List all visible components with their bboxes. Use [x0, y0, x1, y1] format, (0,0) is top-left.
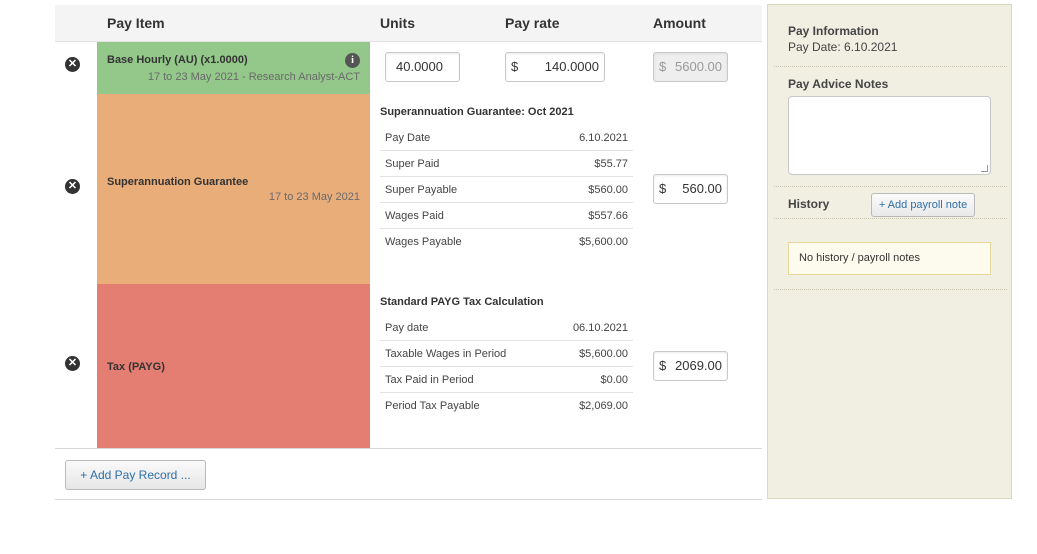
header-pay-item: Pay Item	[107, 15, 165, 31]
pay-rate-input[interactable]: $ 140.0000	[505, 52, 605, 82]
pay-item-period: 17 to 23 May 2021	[268, 191, 360, 203]
amount-input[interactable]: $ 560.00	[653, 174, 728, 204]
detail-row: Taxable Wages in Period $5,600.00	[380, 341, 633, 367]
header-pay-rate: Pay rate	[505, 15, 560, 31]
remove-pay-item-icon[interactable]: ✕	[65, 179, 80, 194]
pay-item-base-hourly[interactable]: Base Hourly (AU) (x1.0000) i 17 to 23 Ma…	[97, 42, 370, 94]
amount-input: $ 5600.00	[653, 52, 728, 82]
super-detail-table: Pay Date 6.10.2021 Super Paid $55.77 Super…	[380, 125, 633, 255]
detail-row: Period Tax Payable $2,069.00	[385, 400, 628, 412]
pay-item-superannuation[interactable]: Superannuation Guarantee 17 to 23 May 20…	[97, 94, 370, 284]
no-history-message: No history / payroll notes	[788, 242, 991, 275]
divider	[55, 448, 762, 449]
resize-grip-icon[interactable]	[981, 165, 988, 172]
pay-advice-notes-label: Pay Advice Notes	[788, 77, 889, 91]
detail-row: Tax Paid in Period $0.00	[380, 367, 633, 393]
pay-item-tax[interactable]: Tax (PAYG)	[97, 284, 370, 448]
history-label: History	[788, 197, 830, 211]
pay-date: Pay Date: 6.10.2021	[788, 40, 898, 54]
pay-item-name: Superannuation Guarantee	[107, 176, 249, 188]
pay-item-period: 17 to 23 May 2021 - Research Analyst-ACT	[147, 71, 360, 83]
divider	[774, 289, 1007, 290]
pay-information-panel: Pay Information Pay Date: 6.10.2021 Pay …	[767, 4, 1012, 499]
units-input[interactable]: 40.0000	[385, 52, 460, 82]
divider	[774, 186, 1007, 187]
remove-pay-item-icon[interactable]: ✕	[65, 57, 80, 72]
divider	[774, 66, 1007, 67]
pay-item-name: Base Hourly (AU) (x1.0000)	[107, 54, 248, 66]
table-header: Pay Item Units Pay rate Amount	[55, 5, 762, 42]
header-units: Units	[380, 15, 415, 31]
detail-row: Super Payable $560.00	[380, 177, 633, 203]
divider	[55, 499, 762, 500]
detail-row: Pay Date 6.10.2021	[380, 125, 633, 151]
detail-row: Wages Payable $5,600.00	[385, 236, 628, 248]
header-amount: Amount	[653, 15, 706, 31]
add-pay-record-button[interactable]: + Add Pay Record ...	[65, 460, 206, 490]
tax-detail-title: Standard PAYG Tax Calculation	[380, 296, 544, 308]
info-icon[interactable]: i	[345, 53, 360, 68]
pay-info-title: Pay Information	[788, 24, 879, 38]
divider	[774, 218, 1007, 219]
tax-detail-table: Pay date 06.10.2021 Taxable Wages in Peri…	[380, 315, 633, 419]
super-detail-title: Superannuation Guarantee: Oct 2021	[380, 106, 574, 118]
detail-row: Wages Paid $557.66	[380, 203, 633, 229]
amount-input[interactable]: $ 2069.00	[653, 351, 728, 381]
detail-row: Super Paid $55.77	[380, 151, 633, 177]
add-payroll-note-button[interactable]: + Add payroll note	[871, 193, 975, 217]
pay-item-name: Tax (PAYG)	[107, 361, 165, 373]
pay-advice-notes-textarea[interactable]	[788, 96, 991, 175]
remove-pay-item-icon[interactable]: ✕	[65, 356, 80, 371]
detail-row: Pay date 06.10.2021	[380, 315, 633, 341]
